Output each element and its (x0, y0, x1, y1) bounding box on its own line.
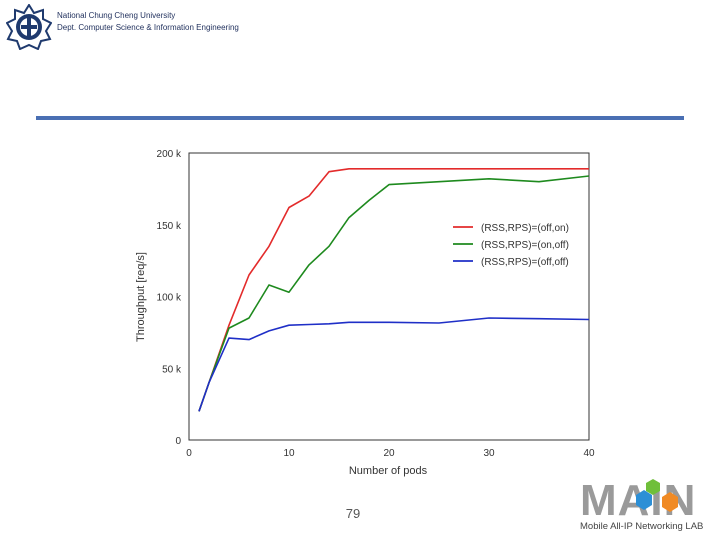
x-tick-label: 30 (483, 448, 495, 459)
logo-hexagon-green (646, 479, 660, 495)
university-name: National Chung Cheng University (57, 11, 176, 20)
y-tick-label: 0 (175, 436, 181, 447)
page-number: 79 (345, 506, 361, 521)
series-line (198, 317, 590, 412)
x-tick-label: 10 (283, 448, 295, 459)
x-tick-label: 20 (383, 448, 395, 459)
title-divider (36, 116, 684, 120)
lab-name: Mobile All-IP Networking LAB (580, 521, 704, 532)
y-axis-ticks: 0 50 k 100 k 150 k 200 k (157, 149, 182, 447)
series-line (198, 175, 590, 412)
x-axis-label: Number of pods (349, 465, 428, 477)
main-lab-logo: MAIN (580, 476, 695, 525)
series-line (198, 167, 589, 412)
y-tick-label: 50 k (162, 364, 182, 375)
x-tick-label: 0 (186, 448, 192, 459)
chart-legend: (RSS,RPS)=(off,on) (RSS,RPS)=(on,off) (RSS… (453, 223, 569, 268)
logo-hexagon-orange (662, 492, 678, 512)
throughput-chart: 0 50 k 100 k 150 k 200 k 0 10 20 30 40 Number of… (135, 149, 595, 477)
slide-header: National Chung Cheng University Dept. Co… (0, 0, 720, 60)
series-lines (198, 167, 590, 412)
legend-label: (RSS,RPS)=(off,on) (481, 223, 569, 234)
department-name: Dept. Computer Science & Information Eng… (57, 23, 239, 32)
university-seal-icon (6, 4, 52, 50)
y-axis-label: Throughput [req/s] (135, 252, 147, 342)
y-tick-label: 100 k (157, 293, 182, 304)
x-tick-label: 40 (583, 448, 595, 459)
y-tick-label: 200 k (157, 149, 182, 160)
legend-label: (RSS,RPS)=(off,off) (481, 257, 569, 268)
y-tick-label: 150 k (157, 221, 182, 232)
logo-hexagon-blue (636, 490, 652, 510)
plot-frame (188, 152, 590, 441)
x-axis-ticks: 0 10 20 30 40 (186, 448, 595, 459)
legend-label: (RSS,RPS)=(on,off) (481, 240, 569, 251)
